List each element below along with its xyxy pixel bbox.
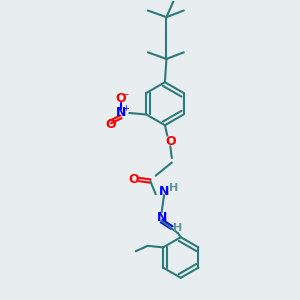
- Text: O: O: [165, 135, 175, 148]
- Text: H: H: [169, 183, 178, 193]
- Text: +: +: [122, 104, 129, 113]
- Text: H: H: [173, 223, 182, 232]
- Text: N: N: [157, 211, 167, 224]
- Text: –: –: [124, 89, 129, 99]
- Text: O: O: [105, 118, 116, 131]
- Text: O: O: [129, 173, 139, 186]
- Text: N: N: [116, 106, 126, 119]
- Text: N: N: [159, 185, 169, 198]
- Text: O: O: [116, 92, 126, 105]
